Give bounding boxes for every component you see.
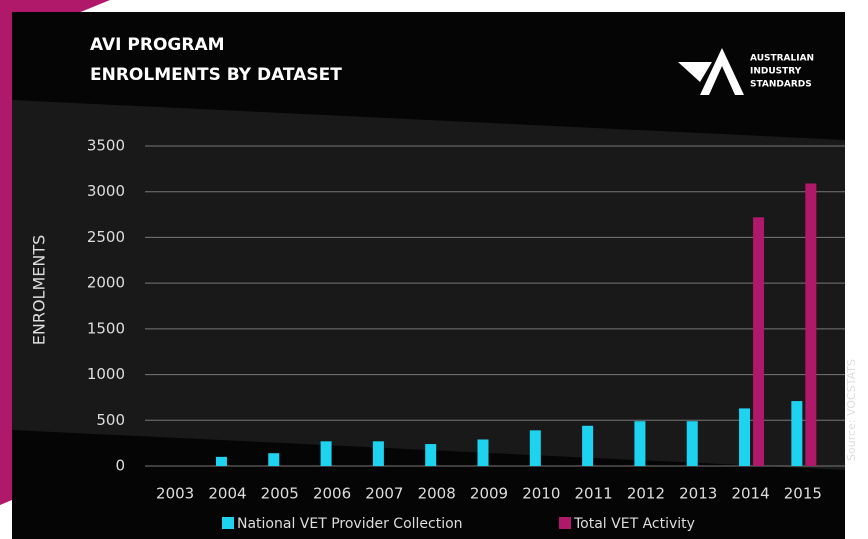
y-tick-label: 500 <box>96 411 125 429</box>
bar <box>791 401 802 466</box>
legend-swatch <box>559 517 571 529</box>
bar <box>478 439 489 466</box>
y-tick-label: 1500 <box>87 319 125 337</box>
y-tick-label: 0 <box>115 457 125 475</box>
x-tick-label: 2010 <box>522 485 560 503</box>
x-tick-label: 2014 <box>731 485 769 503</box>
x-tick-label: 2007 <box>365 485 403 503</box>
x-tick-label: 2015 <box>784 485 822 503</box>
logo-text: STANDARDS <box>750 80 812 90</box>
logo-text: AUSTRALIAN <box>750 54 814 64</box>
x-tick-label: 2008 <box>418 485 456 503</box>
x-tick-label: 2012 <box>627 485 665 503</box>
x-tick-label: 2006 <box>313 485 351 503</box>
bar <box>216 457 227 466</box>
x-tick-label: 2005 <box>261 485 299 503</box>
legend-label: National VET Provider Collection <box>237 516 463 532</box>
y-tick-label: 2500 <box>87 228 125 246</box>
bar <box>268 453 279 466</box>
bar <box>373 441 384 466</box>
bar <box>530 430 541 466</box>
bar <box>634 421 645 466</box>
bar <box>687 421 698 466</box>
legend-swatch <box>222 517 234 529</box>
chart: AVI PROGRAM ENROLMENTS BY DATASET AUSTRA… <box>0 0 868 539</box>
x-tick-label: 2003 <box>156 485 194 503</box>
bar <box>739 408 750 466</box>
x-tick-label: 2011 <box>575 485 613 503</box>
bar <box>582 426 593 466</box>
chart-title: AVI PROGRAM <box>90 35 225 55</box>
x-tick-label: 2013 <box>679 485 717 503</box>
background-texture <box>12 100 845 470</box>
y-tick-label: 2000 <box>87 274 125 292</box>
bar <box>805 183 816 466</box>
bar <box>425 444 436 466</box>
x-tick-label: 2009 <box>470 485 508 503</box>
x-tick-label: 2004 <box>208 485 246 503</box>
chart-title: ENROLMENTS BY DATASET <box>90 65 342 85</box>
bar <box>321 441 332 466</box>
legend-label: Total VET Activity <box>573 516 695 532</box>
y-tick-label: 1000 <box>87 365 125 383</box>
y-axis-title: ENROLMENTS <box>30 235 49 346</box>
y-tick-label: 3500 <box>87 137 125 155</box>
bar <box>753 217 764 466</box>
logo-text: INDUSTRY <box>750 67 802 77</box>
y-tick-label: 3000 <box>87 182 125 200</box>
source-note: Source: VOCSTATS <box>845 359 858 461</box>
